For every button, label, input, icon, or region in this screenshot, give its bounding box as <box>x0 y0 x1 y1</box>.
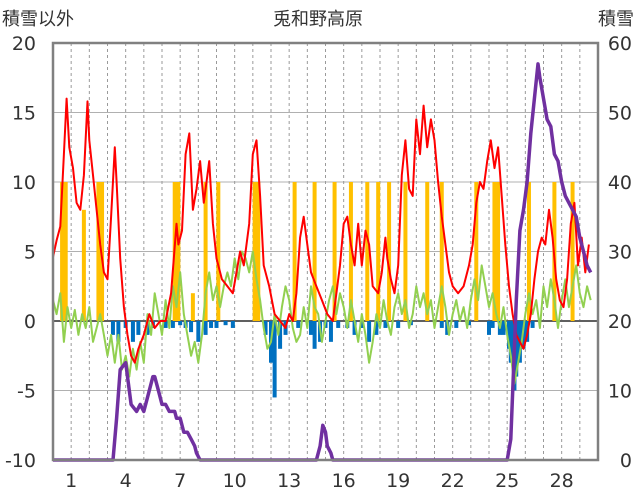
y-left-tick-label: -10 <box>5 450 36 472</box>
precipitation-bar <box>256 182 261 321</box>
wind-series-line <box>52 250 592 385</box>
x-tick-label: 7 <box>174 470 186 492</box>
negative-bar <box>328 321 333 342</box>
precipitation-bar <box>526 182 531 321</box>
precipitation-bar <box>190 293 195 321</box>
x-tick-label: 10 <box>223 470 247 492</box>
negative-bar <box>487 321 491 335</box>
negative-bar <box>163 321 168 328</box>
precipitation-bar <box>439 182 444 321</box>
precipitation-bar <box>96 182 101 321</box>
negative-bar <box>367 321 372 342</box>
precipitation-bar <box>387 182 392 321</box>
precipitation-bar <box>403 182 408 321</box>
y-right-label: 積雪 <box>598 9 634 30</box>
y-right-tick-label: 20 <box>608 311 632 333</box>
precipitation-bar <box>60 182 65 321</box>
y-right-tick-label: 40 <box>608 172 632 194</box>
chart-title: 兎和野高原 <box>273 9 363 30</box>
x-tick-label: 28 <box>550 470 574 492</box>
negative-bar <box>230 321 235 328</box>
y-right-tick-label: 10 <box>608 381 632 403</box>
y-left-tick-label: 15 <box>12 103 36 125</box>
precipitation-bar <box>496 182 501 321</box>
negative-bar <box>263 321 268 335</box>
negative-bar <box>312 321 317 349</box>
negative-bar <box>359 321 364 328</box>
negative-bar <box>214 321 219 328</box>
negative-bar <box>170 321 175 328</box>
precipitation-bar <box>81 209 86 321</box>
negative-bar <box>189 321 194 333</box>
negative-bar <box>116 321 121 342</box>
negative-bar <box>272 321 277 398</box>
precipitation-bar <box>292 182 297 321</box>
y-left-tick-label: -5 <box>17 381 36 403</box>
y-right-tick-label: 0 <box>620 450 632 472</box>
lines-layer <box>52 62 593 462</box>
y-left-tick-label: 10 <box>12 172 36 194</box>
negative-bar <box>501 321 506 335</box>
negative-bar <box>439 321 444 328</box>
negative-bar <box>336 321 341 328</box>
y-left-tick-label: 0 <box>24 311 36 333</box>
precipitation-bar <box>365 182 370 321</box>
precipitation-bar <box>312 182 317 321</box>
negative-bar <box>296 321 301 328</box>
precipitation-bar <box>425 182 430 321</box>
x-tick-label: 13 <box>277 470 301 492</box>
negative-bar <box>130 321 135 342</box>
negative-bar <box>223 321 228 326</box>
precipitation-bar <box>63 182 68 321</box>
negative-bar <box>454 321 459 328</box>
negative-bar <box>209 321 214 328</box>
precipitation-bar <box>176 182 181 321</box>
x-tick-label: 22 <box>441 470 465 492</box>
negative-bar <box>383 321 388 328</box>
negative-bar <box>278 321 283 349</box>
precipitation-bar <box>376 182 381 321</box>
precipitation-bar <box>492 182 497 321</box>
x-tick-label: 25 <box>495 470 519 492</box>
negative-bar <box>374 321 379 335</box>
x-tick-label: 4 <box>120 470 132 492</box>
negative-bar <box>467 321 472 326</box>
x-tick-label: 1 <box>65 470 77 492</box>
precipitation-bar <box>348 182 353 321</box>
negative-bar <box>203 321 208 335</box>
temperature-series-line <box>52 97 590 364</box>
y-right-tick-label: 30 <box>608 242 632 264</box>
negative-bar <box>196 321 201 342</box>
precipitation-bar <box>203 182 208 321</box>
negative-bar <box>490 321 495 328</box>
negative-bar <box>178 321 183 326</box>
bars-layer <box>60 182 575 398</box>
snow-depth-series-line <box>53 62 593 462</box>
precipitation-bar <box>570 182 575 321</box>
precipitation-bar <box>252 182 257 321</box>
negative-bar <box>396 321 401 328</box>
y-right-tick-label: 50 <box>608 103 632 125</box>
y-right-tick-label: 60 <box>608 33 632 55</box>
y-left-tick-label: 5 <box>24 242 36 264</box>
precipitation-bar <box>474 182 479 321</box>
negative-bar <box>110 321 115 335</box>
x-tick-label: 19 <box>386 470 410 492</box>
negative-bar <box>352 321 357 335</box>
y-left-tick-label: 20 <box>12 33 36 55</box>
precipitation-bar <box>216 182 221 321</box>
negative-bar <box>514 321 519 377</box>
negative-bar <box>308 321 313 335</box>
precipitation-bar <box>332 182 337 321</box>
plot-frame <box>51 41 600 462</box>
negative-bar <box>530 321 535 328</box>
y-left-label: 積雪以外 <box>2 9 74 30</box>
negative-bar <box>145 321 150 335</box>
x-tick-label: 16 <box>332 470 356 492</box>
negative-bar <box>136 321 141 335</box>
negative-bar <box>508 321 513 363</box>
